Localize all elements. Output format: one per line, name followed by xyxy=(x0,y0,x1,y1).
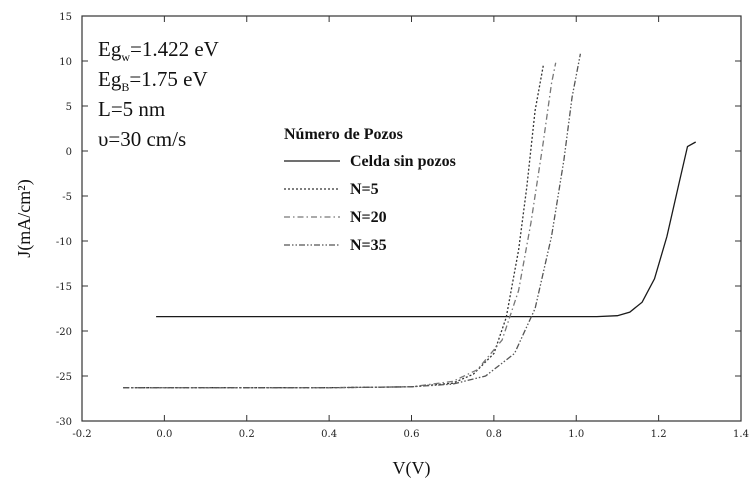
x-tick-label: 1.2 xyxy=(651,429,667,440)
x-tick-label: 0.0 xyxy=(156,429,172,440)
parameter-annotation: υ=30 cm/s xyxy=(98,127,186,151)
y-axis-label: J(mA/cm²) xyxy=(14,179,35,257)
x-tick-label: 0.2 xyxy=(239,429,255,440)
legend-label-4: N=35 xyxy=(350,237,387,254)
legend-label-1: Celda sin pozos xyxy=(350,153,456,170)
y-tick-label: -5 xyxy=(62,192,72,203)
y-tick-label: -30 xyxy=(56,417,72,428)
y-tick-label: 0 xyxy=(66,147,72,158)
y-tick-label: -10 xyxy=(56,237,72,248)
y-tick-label: -15 xyxy=(56,282,72,293)
axis-ticks: -0.2 0.0 0.2 0.4 0.6 0.8 1.0 1.2 1.4 -30 -25 -20 -15… xyxy=(56,12,749,440)
y-tick-label: 10 xyxy=(59,57,72,68)
x-axis-label: V(V) xyxy=(393,458,431,479)
x-tick-label: 0.8 xyxy=(486,429,502,440)
y-tick-label: -25 xyxy=(56,372,72,383)
data-series xyxy=(123,53,697,389)
parameter-annotation: L=5 nm xyxy=(98,97,165,121)
legend: Número de Pozos Celda sin pozos N=5 N=20 N=3… xyxy=(284,126,456,254)
series-line-4 xyxy=(123,53,582,389)
y-tick-label: 15 xyxy=(59,12,72,23)
series-line-1 xyxy=(156,141,697,318)
series-line-3 xyxy=(123,62,557,389)
x-tick-label: 1.4 xyxy=(733,429,749,440)
y-tick-label: 5 xyxy=(66,102,72,113)
legend-title: Número de Pozos xyxy=(284,126,403,143)
x-tick-label: -0.2 xyxy=(72,429,91,440)
series-line-2 xyxy=(123,65,544,389)
legend-label-2: N=5 xyxy=(350,181,379,198)
x-tick-label: 0.6 xyxy=(404,429,420,440)
x-tick-label: 1.0 xyxy=(568,429,584,440)
x-tick-label: 0.4 xyxy=(321,429,337,440)
parameter-annotation: Egw=1.422 eV xyxy=(98,37,219,64)
parameter-annotations: Egw=1.422 eV EgB=1.75 eV L=5 nm υ=30 cm/s xyxy=(98,37,219,151)
legend-label-3: N=20 xyxy=(350,209,387,226)
y-tick-label: -20 xyxy=(56,327,72,338)
parameter-annotation: EgB=1.75 eV xyxy=(98,67,208,94)
